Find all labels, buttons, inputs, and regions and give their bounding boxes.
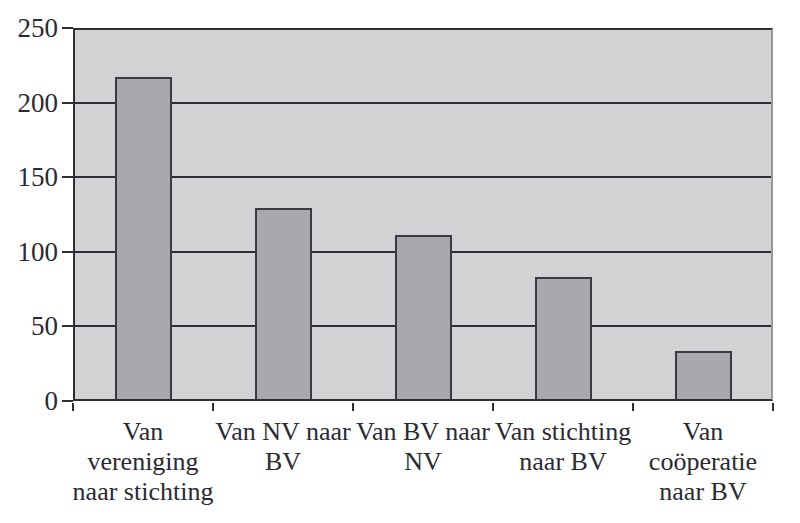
x-category-label-3: Van BV naarNV xyxy=(343,417,503,477)
x-category-label-line: naar BV xyxy=(483,447,643,477)
x-tick-mark-0 xyxy=(72,403,74,411)
plot-area xyxy=(73,28,773,401)
x-category-label-line: Van stichting xyxy=(483,417,643,447)
bar-1 xyxy=(115,77,172,399)
y-tick-mark-250 xyxy=(62,27,73,29)
y-tick-mark-50 xyxy=(62,325,73,327)
x-category-label-line: NV xyxy=(343,447,503,477)
x-tick-mark-1 xyxy=(212,403,214,411)
x-category-label-line: naar stichting xyxy=(63,477,223,507)
x-category-label-line: Van BV naar xyxy=(343,417,503,447)
y-tick-mark-150 xyxy=(62,176,73,178)
x-category-label-2: Van NV naarBV xyxy=(203,417,363,477)
bar-5 xyxy=(675,351,732,399)
x-category-label-line: Van xyxy=(623,417,783,447)
x-tick-mark-5 xyxy=(772,403,774,411)
x-category-label-line: naar BV xyxy=(623,477,783,507)
y-tick-label-150: 150 xyxy=(0,162,58,192)
x-category-label-1: Vanverenigingnaar stichting xyxy=(63,417,223,507)
gridline-150 xyxy=(75,176,771,178)
x-tick-mark-3 xyxy=(492,403,494,411)
y-tick-mark-100 xyxy=(62,251,73,253)
x-tick-mark-2 xyxy=(352,403,354,411)
bar-3 xyxy=(395,235,452,399)
bar-2 xyxy=(255,208,312,399)
x-category-label-line: coöperatie xyxy=(623,447,783,477)
x-category-label-line: BV xyxy=(203,447,363,477)
y-tick-label-0: 0 xyxy=(0,386,58,416)
y-tick-label-50: 50 xyxy=(0,311,58,341)
y-tick-label-250: 250 xyxy=(0,13,58,43)
x-category-label-line: Van xyxy=(63,417,223,447)
y-tick-label-200: 200 xyxy=(0,88,58,118)
bar-chart-figure: 050100150200250 Vanverenigingnaar sticht… xyxy=(0,0,800,523)
bar-4 xyxy=(535,277,592,399)
x-category-label-4: Van stichtingnaar BV xyxy=(483,417,643,477)
x-category-label-5: Vancoöperatienaar BV xyxy=(623,417,783,507)
y-tick-mark-0 xyxy=(62,400,73,402)
x-category-label-line: vereniging xyxy=(63,447,223,477)
y-tick-mark-200 xyxy=(62,102,73,104)
x-tick-mark-4 xyxy=(632,403,634,411)
y-tick-label-100: 100 xyxy=(0,237,58,267)
gridline-200 xyxy=(75,102,771,104)
x-category-label-line: Van NV naar xyxy=(203,417,363,447)
